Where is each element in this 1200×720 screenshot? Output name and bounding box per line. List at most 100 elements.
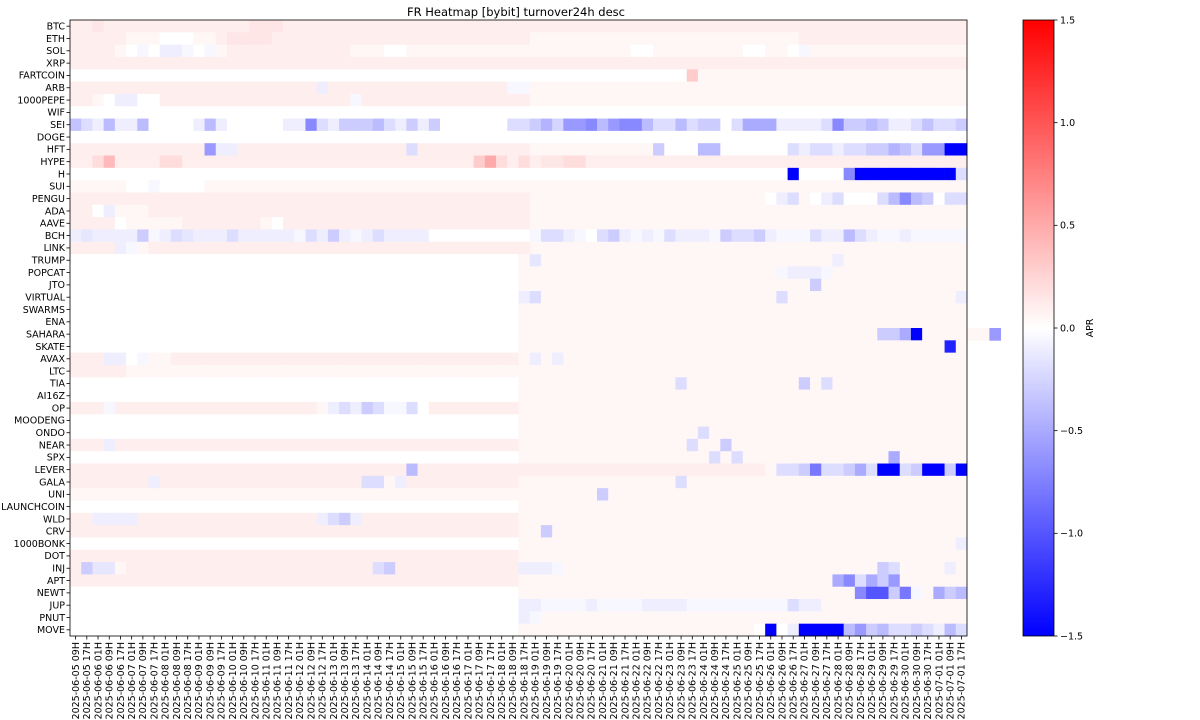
- heatmap-cell: [720, 328, 732, 341]
- heatmap-cell: [540, 414, 553, 427]
- x-tick-label: 2025-06-29 17H: [889, 642, 900, 719]
- heatmap-cell: [451, 44, 463, 58]
- heatmap-cell: [664, 328, 676, 341]
- heatmap-cell: [821, 586, 833, 600]
- heatmap-cell: [798, 229, 811, 243]
- heatmap-cell: [686, 241, 699, 255]
- heatmap-cell: [798, 303, 811, 317]
- heatmap-cell: [226, 229, 239, 243]
- x-tick-label: 2025-06-15 17H: [418, 642, 429, 719]
- heatmap-cell: [731, 512, 744, 526]
- heatmap-cell: [955, 291, 968, 304]
- heatmap-cell: [395, 611, 407, 625]
- heatmap-cell: [810, 401, 822, 415]
- heatmap-cell: [327, 118, 340, 132]
- heatmap-cell: [226, 562, 239, 575]
- heatmap-cell: [955, 549, 968, 563]
- heatmap-cell: [170, 488, 183, 501]
- heatmap-cell: [933, 266, 945, 280]
- heatmap-cell: [529, 266, 542, 280]
- heatmap-cell: [619, 266, 631, 280]
- heatmap-cell: [608, 291, 620, 304]
- heatmap-cell: [574, 500, 587, 514]
- heatmap-cell: [933, 204, 945, 218]
- heatmap-cell: [327, 155, 340, 169]
- heatmap-cell: [742, 549, 755, 563]
- x-tick-label: 2025-06-11 09H: [273, 642, 284, 719]
- heatmap-cell: [540, 180, 553, 193]
- heatmap-cell: [473, 414, 486, 427]
- heatmap-cell: [316, 537, 329, 551]
- heatmap-cell: [395, 537, 407, 551]
- heatmap-cell: [787, 204, 800, 218]
- y-tick-label: POPCAT: [28, 268, 65, 279]
- heatmap-cell: [619, 93, 631, 107]
- heatmap-cell: [552, 426, 564, 440]
- heatmap-cell: [350, 303, 362, 317]
- heatmap-cell: [641, 32, 654, 45]
- y-tick-label: SWARMS: [23, 305, 65, 316]
- heatmap-cell: [686, 32, 699, 45]
- heatmap-cell: [417, 229, 430, 243]
- heatmap-cell: [159, 599, 172, 612]
- heatmap-cell: [327, 278, 340, 292]
- heatmap-cell: [608, 106, 620, 119]
- heatmap-cell: [697, 167, 710, 181]
- heatmap-cell: [305, 155, 318, 169]
- heatmap-cell: [787, 340, 800, 353]
- heatmap-cell: [406, 438, 418, 452]
- heatmap-cell: [484, 155, 497, 169]
- heatmap-cell: [944, 167, 957, 181]
- heatmap-cell: [518, 180, 531, 193]
- heatmap-cell: [641, 525, 654, 538]
- heatmap-cell: [92, 549, 104, 563]
- heatmap-cell: [529, 512, 542, 526]
- heatmap-cell: [608, 130, 620, 144]
- heatmap-cell: [350, 599, 362, 612]
- heatmap-cell: [462, 611, 474, 625]
- heatmap-cell: [473, 93, 486, 107]
- heatmap-cell: [339, 562, 351, 575]
- heatmap-cell: [170, 623, 183, 637]
- heatmap-cell: [753, 364, 766, 378]
- heatmap-cell: [361, 389, 374, 403]
- heatmap-cell: [563, 525, 575, 538]
- heatmap-cell: [440, 81, 452, 95]
- heatmap-cell: [922, 340, 934, 353]
- heatmap-cell: [888, 217, 901, 230]
- heatmap-cell: [103, 574, 116, 588]
- heatmap-cell: [294, 525, 306, 538]
- heatmap-cell: [103, 414, 116, 427]
- x-tick-label: 2025-06-25 17H: [755, 642, 766, 719]
- heatmap-cell: [170, 586, 183, 600]
- heatmap-cell: [81, 278, 93, 292]
- heatmap-cell: [182, 130, 194, 144]
- heatmap-cell: [260, 167, 273, 181]
- heatmap-cell: [619, 130, 631, 144]
- heatmap-cell: [137, 254, 149, 267]
- heatmap-cell: [70, 364, 82, 378]
- heatmap-cell: [753, 217, 766, 230]
- heatmap-cell: [686, 291, 699, 304]
- heatmap-cell: [933, 20, 945, 33]
- heatmap-cell: [798, 20, 811, 33]
- heatmap-cell: [350, 426, 362, 440]
- heatmap-cell: [765, 562, 777, 575]
- heatmap-cell: [731, 278, 744, 292]
- heatmap-cell: [877, 475, 889, 489]
- heatmap-cell: [81, 451, 93, 464]
- heatmap-cell: [944, 155, 957, 169]
- heatmap-cell: [641, 106, 654, 119]
- heatmap-cell: [440, 254, 452, 267]
- heatmap-cell: [103, 217, 116, 230]
- heatmap-cell: [249, 512, 261, 526]
- heatmap-cell: [843, 549, 856, 563]
- heatmap-cell: [933, 438, 945, 452]
- heatmap-cell: [496, 143, 508, 156]
- heatmap-cell: [596, 549, 609, 563]
- heatmap-cell: [641, 130, 654, 144]
- heatmap-cell: [496, 549, 508, 563]
- heatmap-cell: [428, 475, 441, 489]
- heatmap-cell: [821, 340, 833, 353]
- heatmap-cell: [910, 130, 923, 144]
